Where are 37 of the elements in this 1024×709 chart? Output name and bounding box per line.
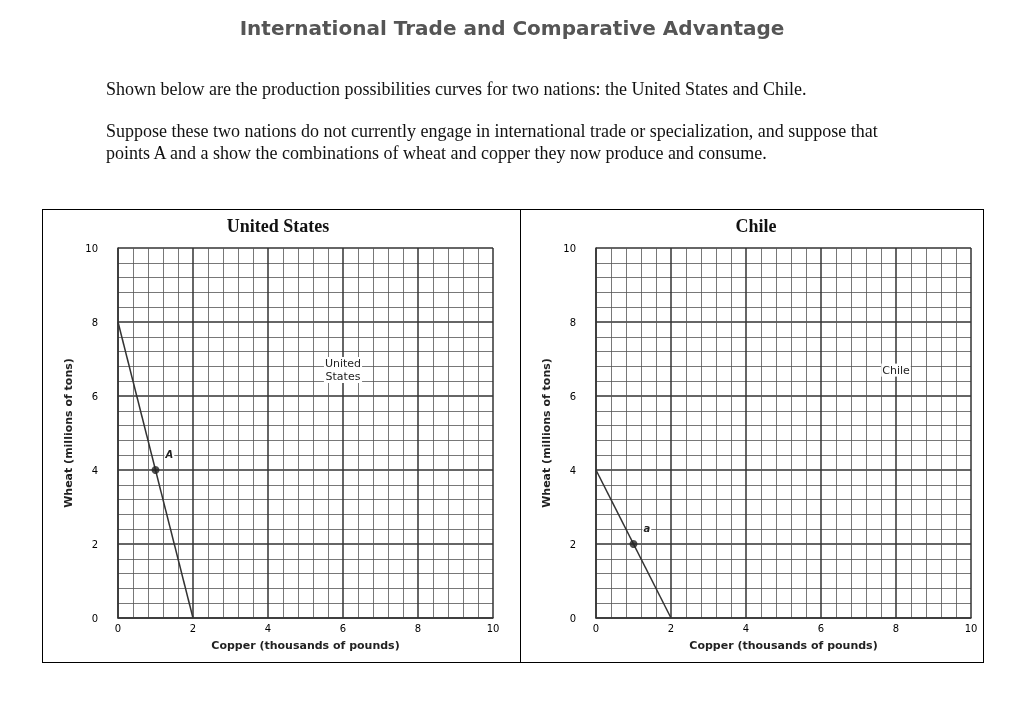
x-axis-title: Copper (thousands of pounds): [211, 639, 400, 652]
y-tick-label: 8: [91, 316, 98, 328]
annotation: A: [164, 449, 174, 460]
y-tick-label: 0: [91, 612, 98, 624]
x-axis-title: Copper (thousands of pounds): [689, 639, 878, 652]
y-tick-label: 2: [91, 538, 98, 550]
x-tick-label: 0: [592, 622, 600, 634]
y-tick-label: 4: [91, 464, 98, 476]
x-tick-label: 10: [964, 622, 978, 634]
text: International Trade and Comparative Advantage: [238, 16, 786, 40]
x-tick-label: 4: [264, 622, 272, 634]
text: Suppose these two nations do not currently engage in international trade or specialization, and suppose that points A and a show the combinations of wheat and copper they now produce and consume.: [106, 120, 879, 164]
x-tick-label: 4: [742, 622, 750, 634]
y-tick-label: 6: [569, 390, 576, 402]
text: Shown below are the production possibilities curves for two nations: the United States and Chile.: [106, 78, 808, 100]
y-axis-title: Wheat (millions of tons): [62, 358, 76, 508]
x-tick-label: 0: [114, 622, 122, 634]
x-tick-label: 2: [667, 622, 675, 634]
x-tick-label: 6: [339, 622, 347, 634]
annotation: a: [643, 523, 651, 534]
x-tick-label: 10: [486, 622, 500, 634]
y-tick-label: 0: [569, 612, 576, 624]
x-tick-label: 6: [817, 622, 825, 634]
y-tick-label: 8: [569, 316, 576, 328]
y-tick-label: 4: [569, 464, 576, 476]
x-tick-label: 2: [189, 622, 197, 634]
y-axis-title: Wheat (millions of tons): [540, 358, 554, 508]
y-tick-label: 10: [563, 242, 576, 254]
x-tick-label: 8: [414, 622, 422, 634]
chart-title: United States: [226, 216, 330, 236]
chart-title: Chile: [735, 216, 777, 236]
y-tick-label: 10: [85, 242, 98, 254]
annotation: United States: [324, 357, 362, 384]
annotation: Chile: [882, 363, 910, 377]
y-tick-label: 6: [91, 390, 98, 402]
x-tick-label: 8: [892, 622, 900, 634]
y-tick-label: 2: [569, 538, 576, 550]
